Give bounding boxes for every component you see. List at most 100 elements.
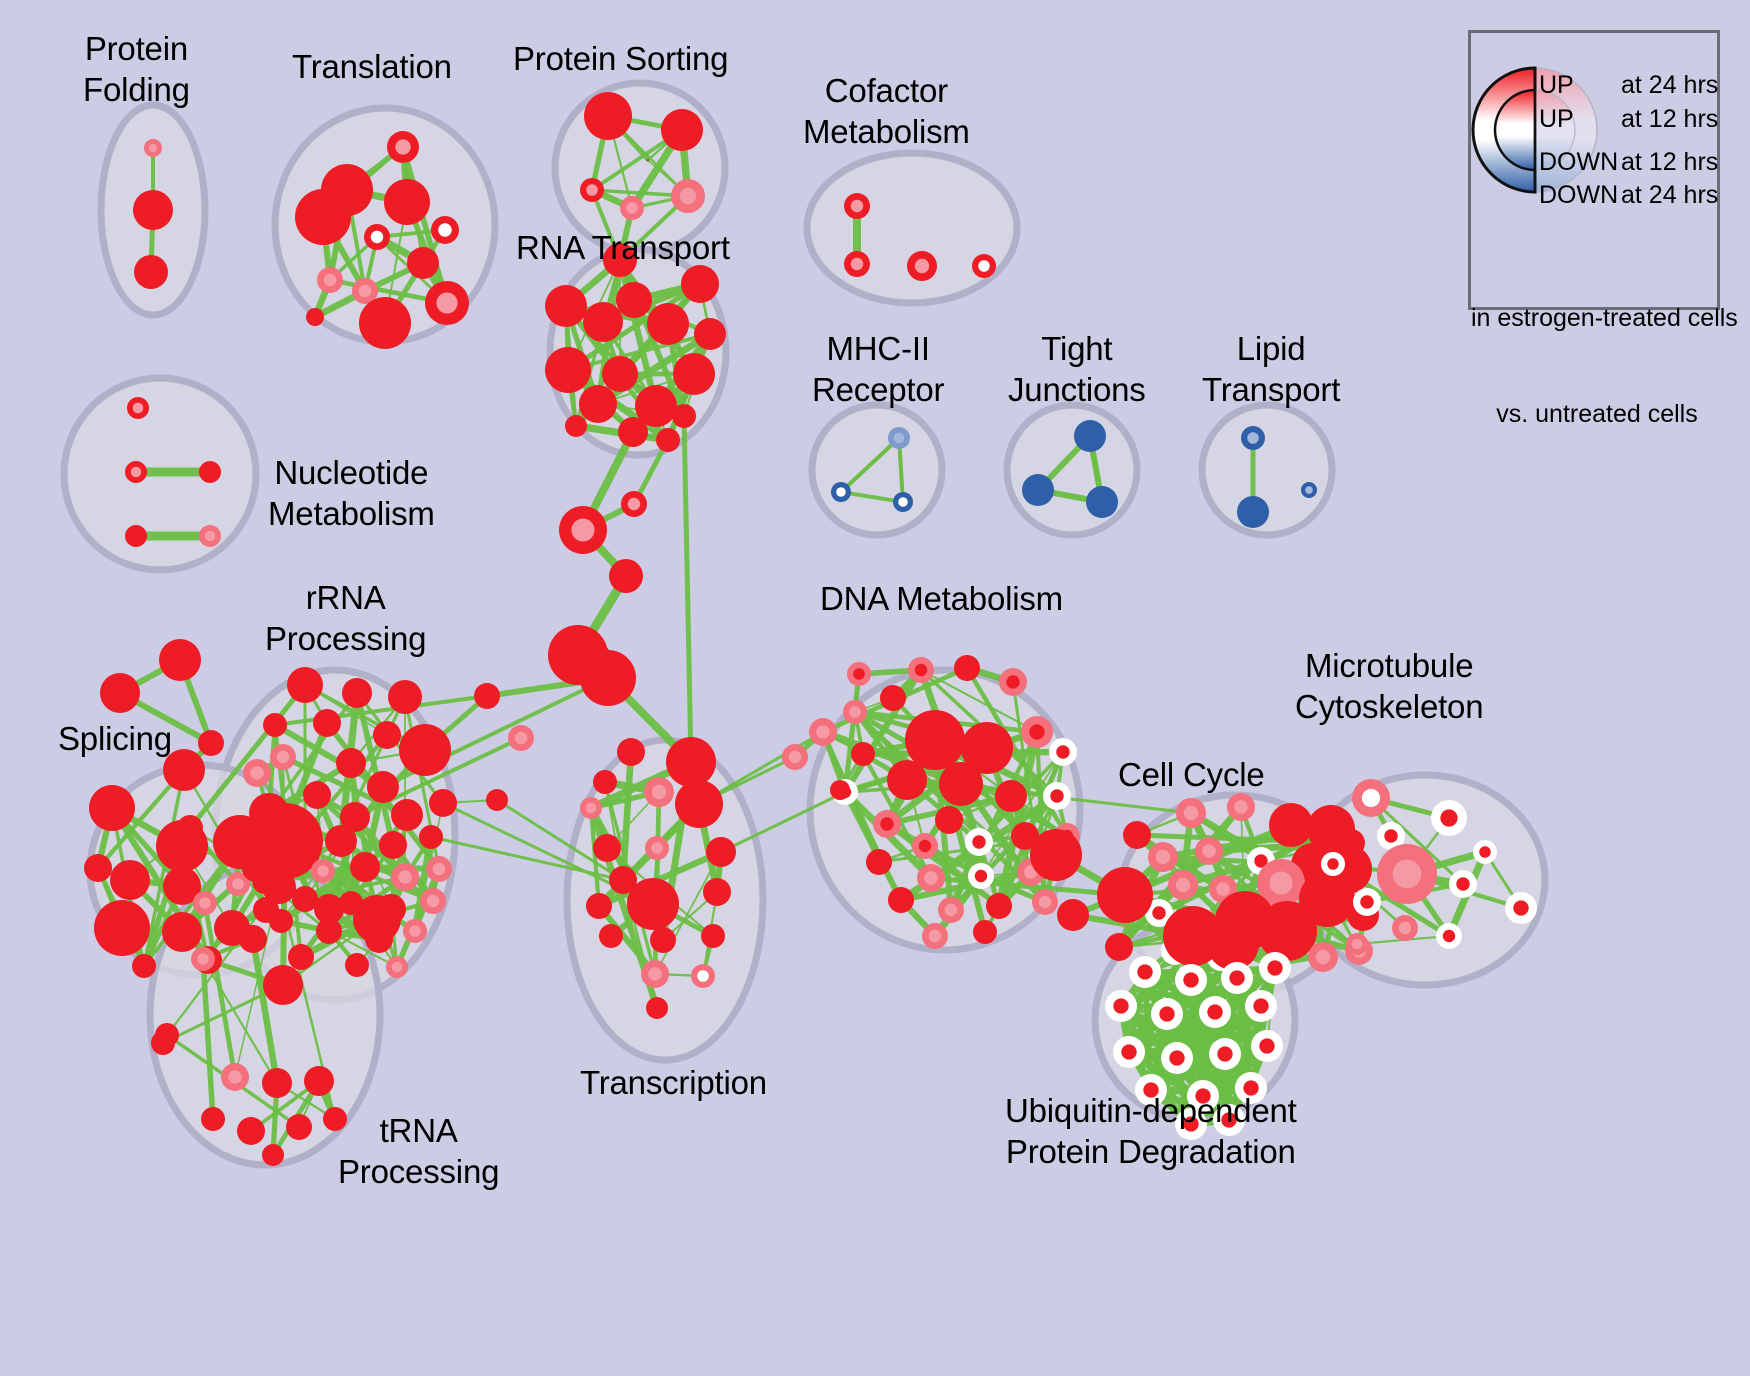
network-node[interactable] bbox=[1011, 822, 1039, 850]
network-node[interactable] bbox=[198, 730, 224, 756]
network-node[interactable] bbox=[1436, 923, 1462, 949]
network-node[interactable] bbox=[352, 278, 378, 304]
network-node[interactable] bbox=[647, 303, 689, 345]
network-node[interactable] bbox=[367, 771, 399, 803]
network-node[interactable] bbox=[159, 639, 201, 681]
network-node[interactable] bbox=[342, 678, 372, 708]
network-node[interactable] bbox=[314, 894, 344, 924]
network-node[interactable] bbox=[999, 668, 1027, 696]
network-node[interactable] bbox=[847, 662, 871, 686]
network-node[interactable] bbox=[1377, 822, 1405, 850]
network-node[interactable] bbox=[1209, 1038, 1241, 1070]
network-node[interactable] bbox=[125, 525, 147, 547]
network-node[interactable] bbox=[110, 860, 150, 900]
network-node[interactable] bbox=[127, 397, 149, 419]
network-node[interactable] bbox=[262, 870, 296, 904]
network-node[interactable] bbox=[831, 482, 851, 502]
network-node[interactable] bbox=[593, 834, 621, 862]
network-node[interactable] bbox=[387, 131, 419, 163]
network-node[interactable] bbox=[407, 247, 439, 279]
network-node[interactable] bbox=[403, 919, 427, 943]
network-node[interactable] bbox=[938, 897, 964, 923]
network-node[interactable] bbox=[866, 849, 892, 875]
network-node[interactable] bbox=[125, 461, 147, 483]
network-node[interactable] bbox=[908, 657, 934, 683]
network-node[interactable] bbox=[1449, 870, 1477, 898]
network-node[interactable] bbox=[599, 924, 623, 948]
network-node[interactable] bbox=[287, 667, 323, 703]
network-node[interactable] bbox=[508, 725, 534, 751]
network-node[interactable] bbox=[609, 866, 637, 894]
network-node[interactable] bbox=[100, 673, 140, 713]
network-node[interactable] bbox=[1113, 1036, 1145, 1068]
network-node[interactable] bbox=[1032, 889, 1058, 915]
network-node[interactable] bbox=[1145, 899, 1173, 927]
network-node[interactable] bbox=[1431, 800, 1467, 836]
network-node[interactable] bbox=[201, 1107, 225, 1131]
network-node[interactable] bbox=[844, 251, 870, 277]
network-node[interactable] bbox=[391, 863, 419, 891]
network-node[interactable] bbox=[386, 956, 408, 978]
network-node[interactable] bbox=[325, 825, 357, 857]
network-node[interactable] bbox=[1135, 1074, 1167, 1106]
network-node[interactable] bbox=[288, 944, 314, 970]
network-node[interactable] bbox=[782, 744, 808, 770]
network-node[interactable] bbox=[132, 954, 156, 978]
network-node[interactable] bbox=[426, 856, 452, 882]
network-node[interactable] bbox=[303, 781, 331, 809]
network-node[interactable] bbox=[431, 216, 459, 244]
network-node[interactable] bbox=[1199, 996, 1231, 1028]
network-node[interactable] bbox=[1030, 829, 1082, 881]
network-node[interactable] bbox=[486, 789, 508, 811]
network-node[interactable] bbox=[1187, 1080, 1219, 1112]
network-node[interactable] bbox=[1148, 842, 1178, 872]
network-node[interactable] bbox=[1175, 1108, 1207, 1140]
network-node[interactable] bbox=[584, 92, 632, 140]
network-node[interactable] bbox=[336, 748, 366, 778]
network-node[interactable] bbox=[1086, 486, 1118, 518]
network-node[interactable] bbox=[191, 947, 215, 971]
network-node[interactable] bbox=[253, 897, 279, 923]
network-node[interactable] bbox=[425, 281, 469, 325]
network-node[interactable] bbox=[384, 179, 430, 225]
network-node[interactable] bbox=[1352, 779, 1390, 817]
network-node[interactable] bbox=[1097, 867, 1153, 923]
network-node[interactable] bbox=[1308, 942, 1338, 972]
network-node[interactable] bbox=[888, 427, 910, 449]
network-node[interactable] bbox=[580, 650, 636, 706]
network-node[interactable] bbox=[163, 749, 205, 791]
network-node[interactable] bbox=[907, 251, 937, 281]
network-node[interactable] bbox=[905, 710, 965, 770]
network-node[interactable] bbox=[545, 285, 587, 327]
network-node[interactable] bbox=[1259, 952, 1291, 984]
network-node[interactable] bbox=[844, 193, 870, 219]
network-node[interactable] bbox=[353, 895, 401, 943]
network-node[interactable] bbox=[954, 655, 980, 681]
network-node[interactable] bbox=[691, 964, 715, 988]
network-node[interactable] bbox=[965, 828, 993, 856]
network-node[interactable] bbox=[391, 799, 423, 831]
network-node[interactable] bbox=[620, 196, 644, 220]
network-node[interactable] bbox=[399, 724, 451, 776]
network-node[interactable] bbox=[311, 859, 335, 883]
network-node[interactable] bbox=[373, 721, 401, 749]
network-node[interactable] bbox=[1257, 901, 1317, 961]
network-node[interactable] bbox=[313, 709, 341, 737]
network-node[interactable] bbox=[1257, 859, 1305, 907]
network-node[interactable] bbox=[922, 923, 948, 949]
network-node[interactable] bbox=[912, 833, 938, 859]
network-node[interactable] bbox=[635, 385, 677, 427]
network-node[interactable] bbox=[1353, 888, 1381, 916]
network-node[interactable] bbox=[1049, 738, 1077, 766]
network-node[interactable] bbox=[671, 179, 705, 213]
network-node[interactable] bbox=[350, 852, 380, 882]
network-node[interactable] bbox=[133, 190, 173, 230]
network-node[interactable] bbox=[646, 997, 668, 1019]
network-node[interactable] bbox=[1207, 918, 1259, 970]
network-node[interactable] bbox=[616, 282, 652, 318]
network-node[interactable] bbox=[263, 965, 303, 1005]
network-node[interactable] bbox=[1105, 933, 1133, 961]
network-node[interactable] bbox=[1022, 474, 1054, 506]
network-node[interactable] bbox=[701, 924, 725, 948]
network-node[interactable] bbox=[1237, 496, 1269, 528]
